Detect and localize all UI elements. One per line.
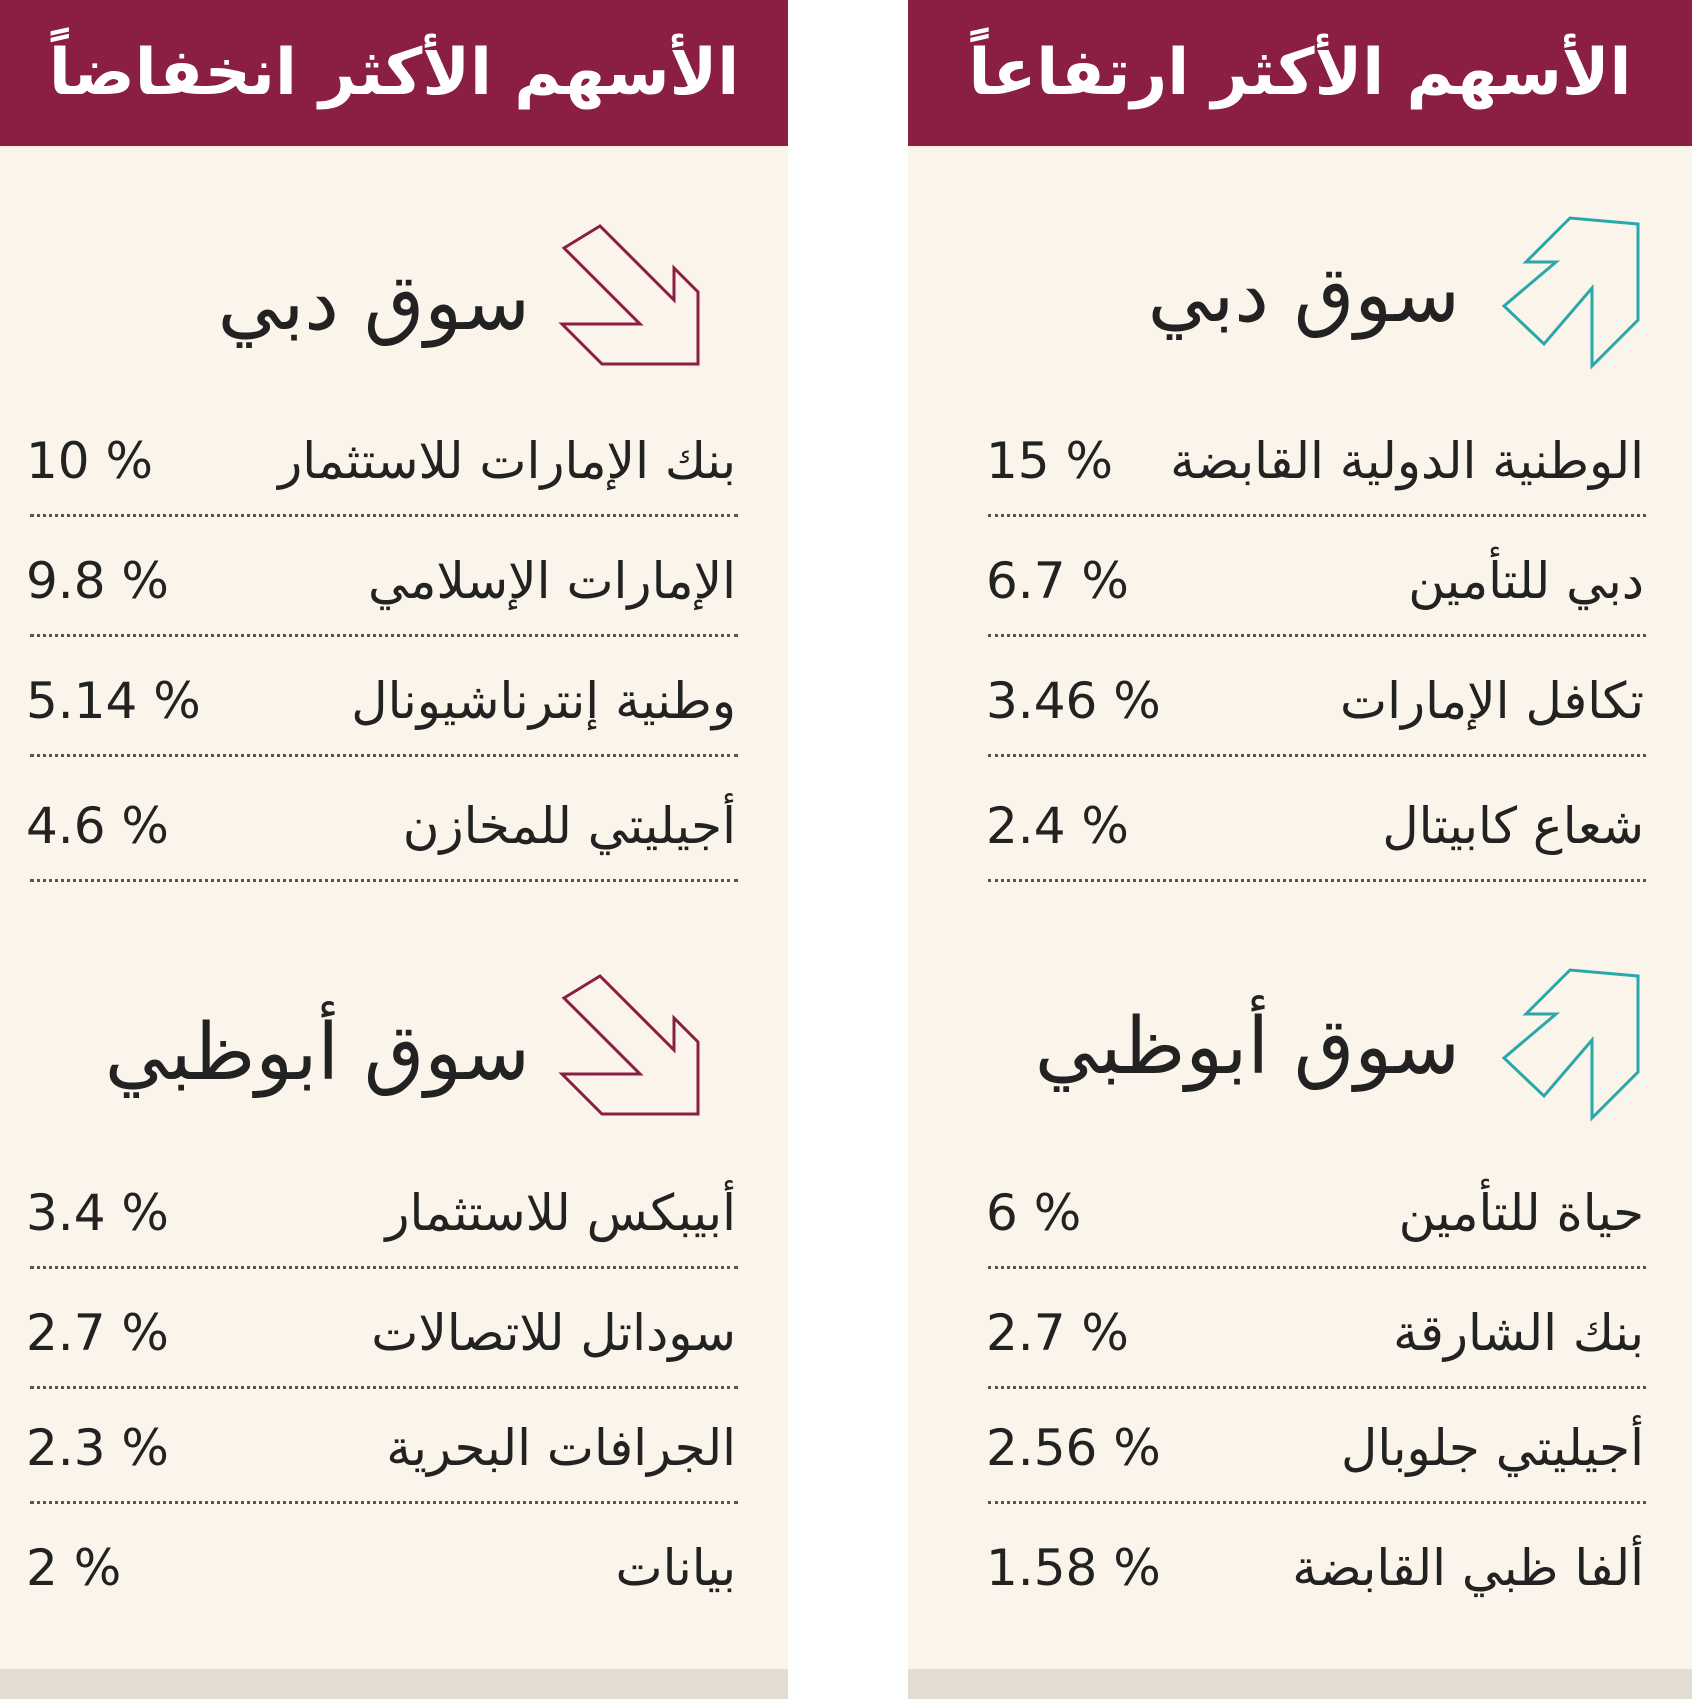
table-row: أبيبكس للاستثمار 3.4 %: [0, 1162, 788, 1282]
arrow-up-right-icon: [1501, 216, 1640, 370]
stock-name: وطنية إنترناشيونال: [351, 672, 736, 730]
stock-change: 4.6 %: [26, 797, 169, 855]
stock-name: بنك الإمارات للاستثمار: [278, 432, 736, 490]
dotted-divider: [30, 1501, 738, 1504]
dotted-divider: [988, 879, 1646, 882]
stock-name: بيانات: [615, 1539, 736, 1597]
stock-change: 2.3 %: [26, 1419, 169, 1477]
stock-name: الجرافات البحرية: [386, 1419, 736, 1477]
table-row: أجيليتي جلوبال 2.56 %: [908, 1397, 1692, 1517]
losers-abudhabi-market-title: سوق أبوظبي: [104, 1008, 530, 1098]
gainers-dubai-market-title: سوق دبي: [1147, 250, 1460, 340]
arrow-down-right-icon: [558, 974, 700, 1116]
gainers-dubai-heading: سوق دبي: [908, 210, 1692, 370]
stock-change: 3.4 %: [26, 1184, 169, 1242]
gainers-panel: الأسهم الأكثر ارتفاعاً سوق دبي الوطنية ا…: [908, 0, 1692, 1699]
stock-change: 3.46 %: [986, 672, 1161, 730]
table-row: أجيليتي للمخازن 4.6 %: [0, 775, 788, 895]
dotted-divider: [30, 879, 738, 882]
stock-name: بنك الشارقة: [1393, 1304, 1644, 1362]
table-row: سوداتل للاتصالات 2.7 %: [0, 1282, 788, 1402]
dotted-divider: [30, 634, 738, 637]
table-row: بنك الإمارات للاستثمار 10 %: [0, 410, 788, 530]
stock-change: 6.7 %: [986, 552, 1129, 610]
stock-change: 2.4 %: [986, 797, 1129, 855]
dotted-divider: [988, 634, 1646, 637]
losers-dubai-heading: سوق دبي: [0, 218, 788, 378]
table-row: الوطنية الدولية القابضة 15 %: [908, 410, 1692, 530]
table-row: دبي للتأمين 6.7 %: [908, 530, 1692, 650]
stock-name: أبيبكس للاستثمار: [385, 1184, 736, 1242]
table-row: بنك الشارقة 2.7 %: [908, 1282, 1692, 1402]
dotted-divider: [30, 1386, 738, 1389]
dotted-divider: [30, 754, 738, 757]
stock-name: أجيليتي جلوبال: [1341, 1419, 1644, 1477]
stock-change: 1.58 %: [986, 1539, 1161, 1597]
stock-name: تكافل الإمارات: [1340, 672, 1644, 730]
table-row: حياة للتأمين 6 %: [908, 1162, 1692, 1282]
gainers-title: الأسهم الأكثر ارتفاعاً: [968, 36, 1632, 110]
stock-name: ألفا ظبي القابضة: [1292, 1539, 1644, 1597]
stock-change: 5.14 %: [26, 672, 201, 730]
table-row: الجرافات البحرية 2.3 %: [0, 1397, 788, 1517]
gainers-abudhabi-heading: سوق أبوظبي: [908, 962, 1692, 1122]
dotted-divider: [30, 1266, 738, 1269]
dotted-divider: [988, 754, 1646, 757]
table-row: الإمارات الإسلامي 9.8 %: [0, 530, 788, 650]
stock-change: 6 %: [986, 1184, 1082, 1242]
losers-header: الأسهم الأكثر انخفاضاً: [0, 0, 788, 146]
losers-abudhabi-heading: سوق أبوظبي: [0, 968, 788, 1128]
dotted-divider: [988, 514, 1646, 517]
losers-dubai-market-title: سوق دبي: [217, 258, 530, 348]
stock-name: الإمارات الإسلامي: [367, 552, 736, 610]
table-row: ألفا ظبي القابضة 1.58 %: [908, 1517, 1692, 1637]
arrow-down-right-icon: [558, 224, 700, 366]
stock-change: 2.7 %: [26, 1304, 169, 1362]
gainers-header: الأسهم الأكثر ارتفاعاً: [908, 0, 1692, 146]
dotted-divider: [988, 1386, 1646, 1389]
stock-name: أجيليتي للمخازن: [402, 797, 736, 855]
stock-name: حياة للتأمين: [1398, 1184, 1644, 1242]
panel-footer: [0, 1669, 788, 1699]
table-row: وطنية إنترناشيونال 5.14 %: [0, 650, 788, 770]
stock-change: 10 %: [26, 432, 154, 490]
stock-change: 2 %: [26, 1539, 122, 1597]
gainers-abudhabi-market-title: سوق أبوظبي: [1034, 1002, 1460, 1092]
stock-change: 2.56 %: [986, 1419, 1161, 1477]
dotted-divider: [988, 1266, 1646, 1269]
table-row: بيانات 2 %: [0, 1517, 788, 1637]
stock-name: شعاع كابيتال: [1382, 797, 1644, 855]
stock-name: سوداتل للاتصالات: [371, 1304, 736, 1362]
dotted-divider: [988, 1501, 1646, 1504]
stock-name: الوطنية الدولية القابضة: [1170, 432, 1644, 490]
table-row: تكافل الإمارات 3.46 %: [908, 650, 1692, 770]
losers-title: الأسهم الأكثر انخفاضاً: [48, 36, 740, 110]
stock-change: 15 %: [986, 432, 1114, 490]
losers-panel: الأسهم الأكثر انخفاضاً سوق دبي بنك الإما…: [0, 0, 788, 1699]
panel-footer: [908, 1669, 1692, 1699]
arrow-up-right-icon: [1501, 968, 1640, 1122]
stock-change: 9.8 %: [26, 552, 169, 610]
dotted-divider: [30, 514, 738, 517]
stock-change: 2.7 %: [986, 1304, 1129, 1362]
stock-name: دبي للتأمين: [1408, 552, 1644, 610]
table-row: شعاع كابيتال 2.4 %: [908, 775, 1692, 895]
